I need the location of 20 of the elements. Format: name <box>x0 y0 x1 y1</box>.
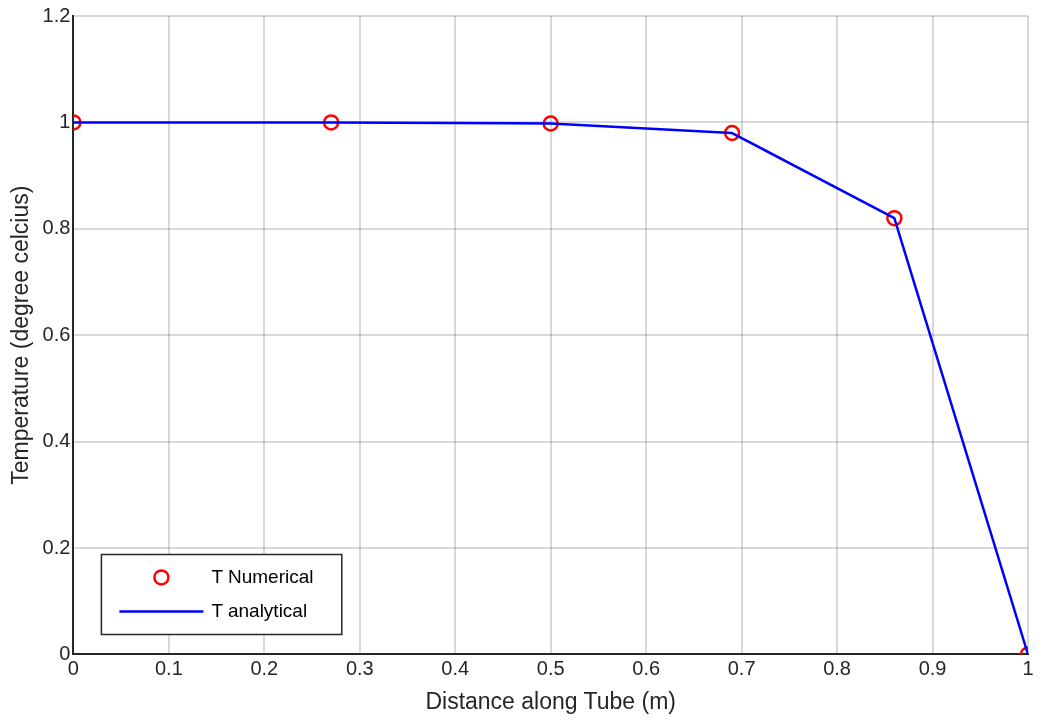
x-tick-label: 0.9 <box>918 656 947 679</box>
x-axis-title: Distance along Tube (m) <box>425 687 676 714</box>
x-tick-label: 0.2 <box>250 656 279 679</box>
legend-label: T analytical <box>211 599 308 621</box>
x-tick-label: 0.4 <box>441 656 470 679</box>
x-tick-label: 0.1 <box>154 656 183 679</box>
y-tick-label: 0.2 <box>42 535 71 558</box>
x-tick-label: 1 <box>1022 656 1034 679</box>
y-tick-label: 0.4 <box>42 429 71 452</box>
y-tick-label: 1 <box>59 109 71 132</box>
x-tick-label: 0.7 <box>727 656 756 679</box>
x-tick-label: 0.6 <box>632 656 661 679</box>
x-tick-label: 0.8 <box>823 656 851 679</box>
y-tick-label: 1.2 <box>42 3 71 26</box>
x-tick-label: 0.5 <box>536 656 565 679</box>
legend-label: T Numerical <box>211 565 314 587</box>
x-tick-label: 0.3 <box>345 656 374 679</box>
y-tick-label: 0.6 <box>42 322 71 345</box>
y-axis-title: Temperature (degree celcius) <box>7 185 34 485</box>
y-tick-label: 0.8 <box>42 216 71 239</box>
